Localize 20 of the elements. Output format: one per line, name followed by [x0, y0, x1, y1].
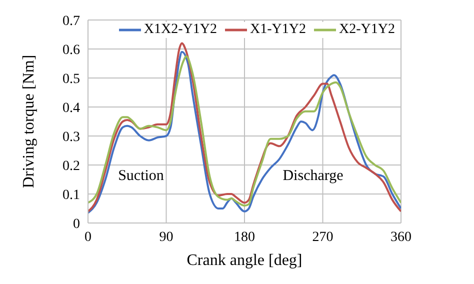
annotation: Discharge: [282, 168, 344, 185]
y-tick-label: 0: [73, 216, 80, 232]
y-tick-label: 0.7: [62, 14, 80, 29]
x-tick-label: 360: [390, 230, 412, 245]
legend-label: X1X2-Y1Y2: [144, 22, 217, 38]
y-tick-label: 0.4: [62, 100, 80, 116]
annotation: Suction: [118, 168, 164, 185]
x-tick-label: 270: [312, 230, 334, 245]
y-tick-label: 0.3: [62, 130, 80, 145]
x-tick-label: 90: [159, 230, 174, 245]
y-tick-label: 0.1: [62, 188, 80, 203]
legend-label: X2-Y1Y2: [339, 22, 395, 38]
x-axis-title: Crank angle [deg]: [186, 252, 302, 269]
y-axis-title: Driving torque [Nm]: [20, 54, 38, 188]
y-tick-label: 0.6: [62, 42, 80, 58]
y-tick-label: 0.5: [62, 72, 80, 87]
legend-label: X1-Y1Y2: [250, 22, 306, 38]
x-tick-label: 180: [234, 230, 255, 245]
y-tick-label: 0.2: [62, 158, 80, 174]
x-tick-label: 0: [84, 230, 92, 245]
